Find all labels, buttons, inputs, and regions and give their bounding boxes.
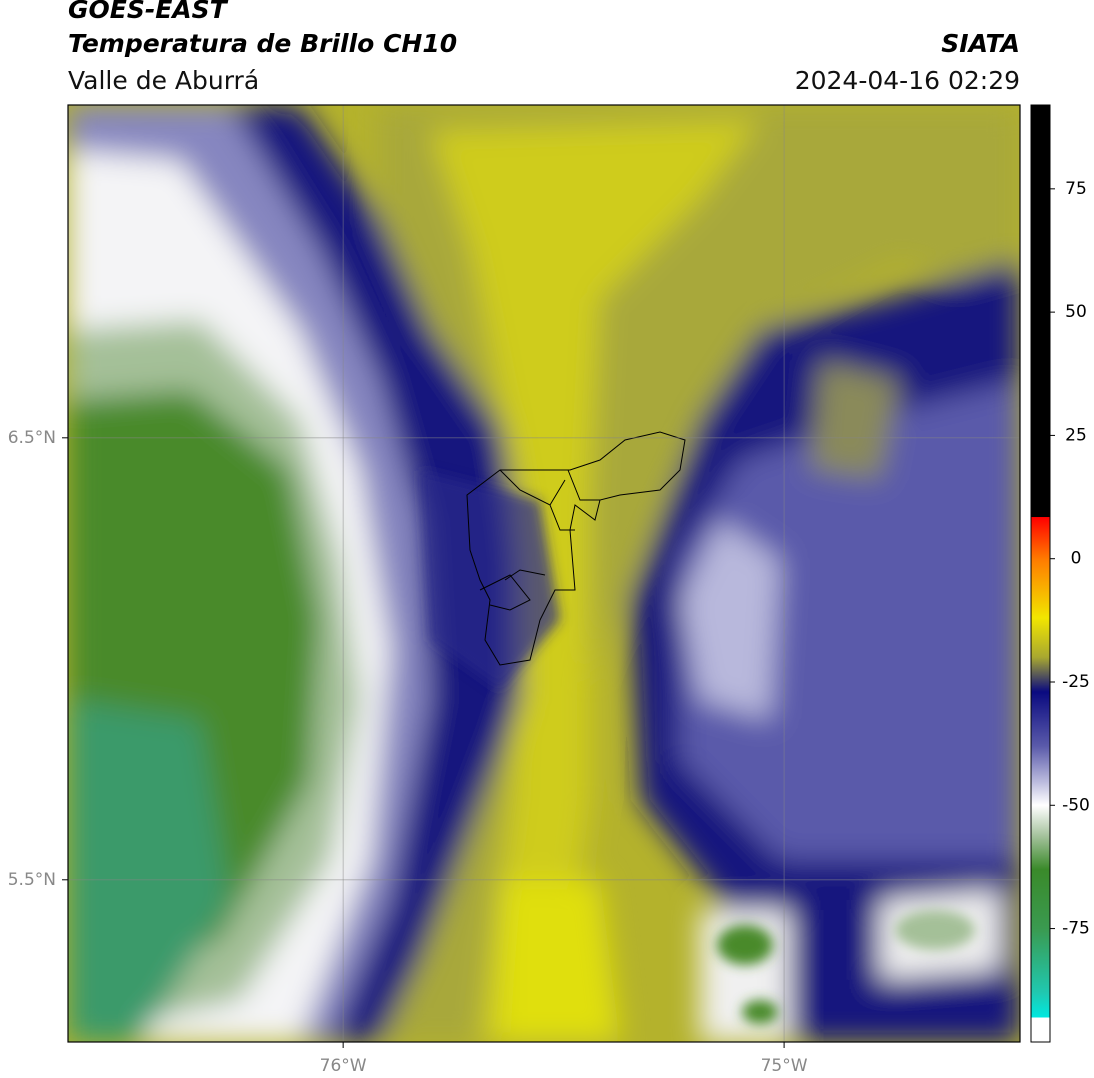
colorbar-label: -75: [1062, 919, 1090, 939]
colorbar-label: 0: [1071, 549, 1082, 569]
map-image: [68, 105, 1020, 1042]
valley-outline: [466, 431, 686, 666]
colorbar-label: 75: [1065, 179, 1087, 199]
x-tick-label: 75°W: [761, 1056, 808, 1076]
colorbar: 75 50 25 0 -25 -50 -75: [1030, 104, 1090, 1043]
datetime: 2024-04-16 02:29: [795, 66, 1020, 95]
y-tick-label: 6.5°N: [8, 428, 56, 448]
grid: [68, 105, 1020, 1042]
x-tick-label: 76°W: [320, 1056, 367, 1076]
colorbar-fill: [1030, 104, 1051, 1043]
colorbar-label: -50: [1062, 795, 1090, 815]
title: GOES-EAST: [68, 0, 229, 24]
source: SIATA: [941, 29, 1020, 58]
colorbar-label: -25: [1062, 672, 1090, 692]
colorbar-label: 50: [1065, 302, 1087, 322]
map-frame: [67, 104, 1021, 1043]
region: Valle de Aburrá: [68, 66, 259, 95]
colorbar-label: 25: [1065, 425, 1087, 445]
subtitle: Temperatura de Brillo CH10: [68, 29, 457, 58]
y-tick-label: 5.5°N: [8, 870, 56, 890]
